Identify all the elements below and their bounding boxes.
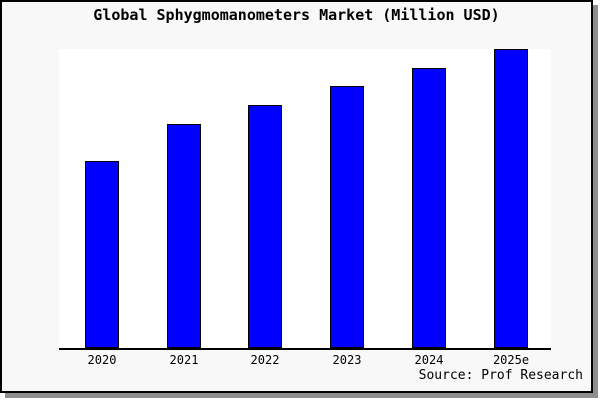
x-tick-label-2022: 2022 xyxy=(250,353,280,367)
bar-2024 xyxy=(412,68,446,348)
chart-card: Global Sphygmomanometers Market (Million… xyxy=(0,0,593,393)
x-tick-label-2024: 2024 xyxy=(414,353,444,367)
x-axis-labels: 2020 2021 2022 2023 2024 2025e xyxy=(2,353,591,369)
x-tick-label-2021: 2021 xyxy=(169,353,199,367)
bar-2021 xyxy=(167,124,201,348)
plot-area xyxy=(59,49,551,350)
x-tick-label-2023: 2023 xyxy=(332,353,362,367)
bar-2025e xyxy=(494,49,528,348)
x-tick-label-2020: 2020 xyxy=(87,353,117,367)
bar-2022 xyxy=(248,105,282,348)
source-credit: Source: Prof Research xyxy=(418,368,583,383)
bar-2020 xyxy=(85,161,119,348)
chart-title: Global Sphygmomanometers Market (Million… xyxy=(93,6,500,24)
bar-2023 xyxy=(330,86,364,348)
x-tick-label-2025e: 2025e xyxy=(492,353,530,367)
